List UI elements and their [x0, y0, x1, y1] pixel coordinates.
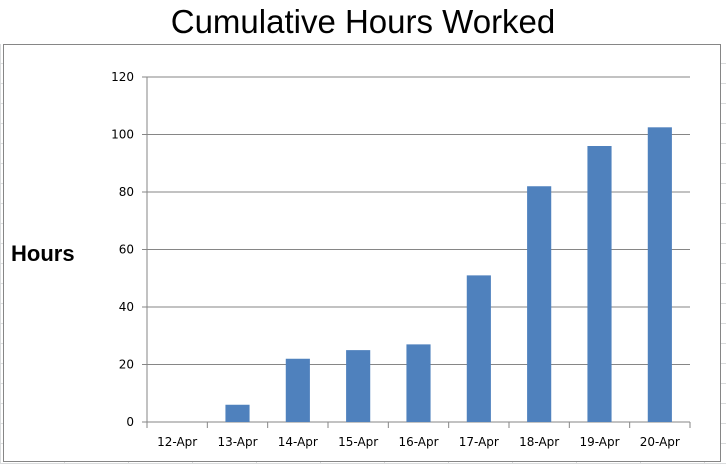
- y-axis-title: Hours: [11, 241, 75, 266]
- x-tick-label: 12-Apr: [157, 435, 197, 449]
- bar-13-Apr: [225, 404, 250, 422]
- x-tick-label: 13-Apr: [217, 435, 257, 449]
- bar-14-Apr: [285, 358, 310, 422]
- chart-title: Cumulative Hours Worked: [0, 0, 726, 44]
- y-tick-label: 80: [119, 185, 134, 199]
- plot-area: 0 20 40 60 80 100 120 12-Apr 13-Apr 14-Apr 15-Apr 1…: [111, 70, 691, 449]
- bar-15-Apr: [346, 350, 371, 422]
- bar-17-Apr: [466, 275, 491, 422]
- chart-area[interactable]: Hours 0 20 40 60 80 100 120 12-Apr 13-Apr 14-Apr 1…: [3, 44, 721, 462]
- x-tick-label: 18-Apr: [519, 435, 559, 449]
- x-tick-label: 17-Apr: [459, 435, 499, 449]
- y-tick-label: 60: [119, 243, 134, 257]
- bar-19-Apr: [587, 146, 612, 422]
- x-tick-label: 16-Apr: [398, 435, 438, 449]
- x-tick-label: 14-Apr: [278, 435, 318, 449]
- bar-16-Apr: [406, 344, 431, 422]
- y-tick-label: 100: [111, 128, 134, 142]
- x-tick-label: 15-Apr: [338, 435, 378, 449]
- x-tick-label: 19-Apr: [579, 435, 619, 449]
- bar-18-Apr: [527, 186, 552, 422]
- y-tick-label: 0: [126, 415, 134, 429]
- y-tick-label: 120: [111, 70, 134, 84]
- bar-20-Apr: [647, 127, 672, 422]
- y-tick-label: 40: [119, 300, 134, 314]
- y-tick-label: 20: [119, 358, 134, 372]
- x-tick-label: 20-Apr: [640, 435, 680, 449]
